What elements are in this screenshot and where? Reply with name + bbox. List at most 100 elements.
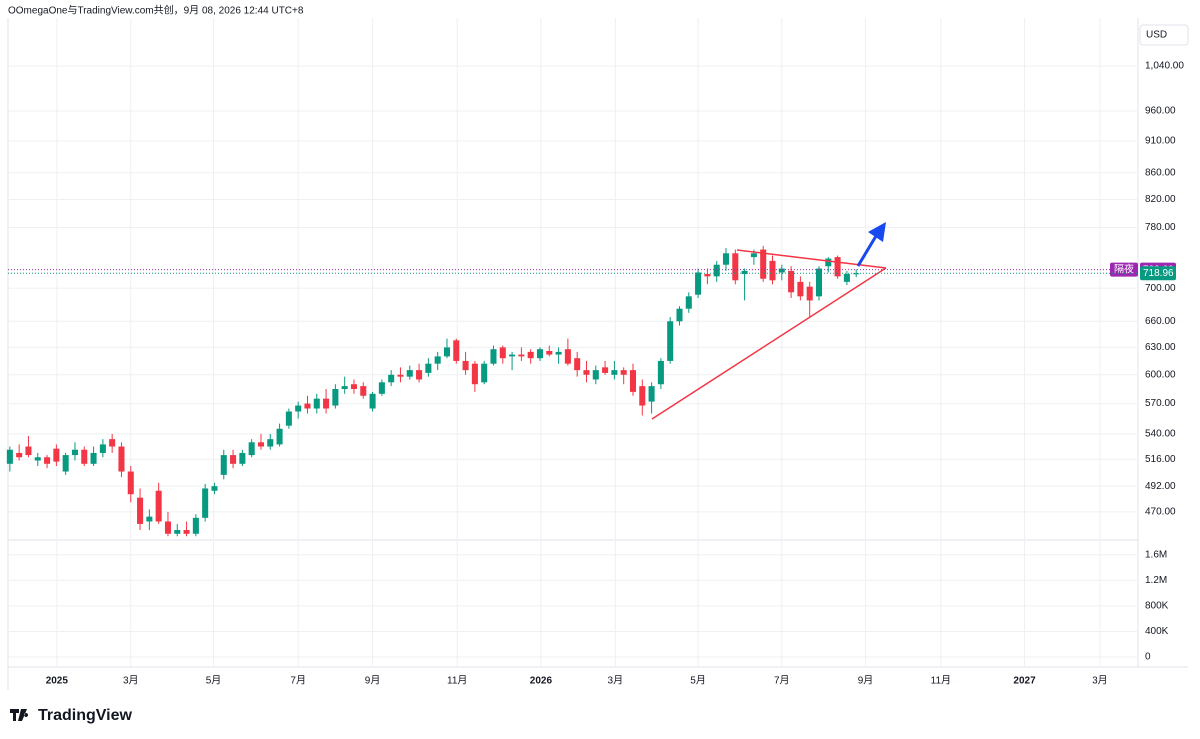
last-price-badge — [1140, 266, 1176, 281]
y-tick-label: 700.00 — [1145, 283, 1176, 294]
y-tick-label: 1,040.00 — [1145, 61, 1184, 72]
candle-body — [406, 370, 413, 377]
candle-body — [90, 452, 97, 464]
logo-text: TradingView — [38, 707, 133, 724]
candle-body — [53, 448, 60, 462]
candle-body — [713, 264, 720, 277]
candle-body — [564, 349, 571, 364]
candle-body — [453, 340, 460, 361]
x-tick-label: 3月 — [608, 675, 624, 687]
candle-body — [25, 446, 32, 456]
header: OOmegaOne与TradingView.com共创，9月 08, 2026 … — [8, 4, 304, 17]
candle-body — [769, 260, 776, 281]
y-tick-label: 516.00 — [1145, 454, 1176, 465]
candle-body — [797, 281, 804, 297]
x-tick-label: 7月 — [774, 675, 790, 687]
y-tick-label: 820.00 — [1145, 194, 1176, 205]
candle-body — [388, 374, 395, 383]
candle-body — [174, 530, 181, 534]
y-tick-label: 780.00 — [1145, 222, 1176, 233]
candle-body — [332, 388, 339, 406]
candle-body — [118, 446, 125, 472]
trend-line — [651, 267, 887, 420]
candle-body — [778, 268, 785, 273]
x-tick-label: 9月 — [365, 675, 381, 687]
x-tick-label: 7月 — [290, 675, 306, 687]
y-tick-label: 630.00 — [1145, 342, 1176, 353]
candle-body — [639, 386, 646, 406]
candle-body — [685, 296, 692, 309]
trend-line — [736, 249, 887, 269]
candle-body — [806, 286, 813, 301]
candle-body — [295, 405, 302, 412]
candle-body — [676, 308, 683, 322]
candle-body — [220, 455, 227, 475]
overnight-label: 隔夜 — [1114, 262, 1134, 275]
candle-body — [44, 457, 51, 464]
y-tick-label: 470.00 — [1145, 506, 1176, 517]
currency-button[interactable] — [1139, 24, 1189, 46]
candle-body — [592, 370, 599, 380]
currency[interactable]: USD — [1146, 30, 1167, 41]
candle-body — [230, 455, 237, 464]
candle-body — [155, 490, 162, 522]
candle-body — [99, 444, 106, 453]
x-tick-label: 2025 — [46, 676, 69, 687]
candle-body — [146, 516, 153, 522]
candle-body — [760, 249, 767, 279]
candle-body — [248, 442, 255, 456]
candle-body — [81, 449, 88, 464]
candle-body — [211, 486, 218, 491]
y-tick-label: 492.00 — [1145, 481, 1176, 492]
candle-body — [602, 367, 609, 373]
candle-body — [192, 517, 199, 534]
logo-icon — [10, 709, 29, 721]
candle-body — [788, 270, 795, 293]
candle-body — [313, 398, 320, 409]
candle-body — [62, 455, 69, 472]
y-tick-label: 570.00 — [1145, 398, 1176, 409]
x-tick-label: 9月 — [858, 675, 874, 687]
last-price-label: 718.96 — [1143, 268, 1174, 279]
candle-body — [257, 442, 264, 447]
x-tick-label: 11月 — [931, 675, 951, 687]
y-tick-label: 910.00 — [1145, 136, 1176, 147]
y-tick-label: 540.00 — [1145, 429, 1176, 440]
candle-body — [695, 272, 702, 295]
candle-body — [276, 428, 283, 445]
candle-body — [164, 521, 171, 534]
arrow-head — [868, 222, 886, 242]
candle-body — [416, 370, 423, 380]
y-tick-label: 960.00 — [1145, 106, 1176, 117]
x-tick-label: 2026 — [530, 676, 553, 687]
candle-body — [527, 351, 534, 359]
volume-tick-label: 400K — [1145, 626, 1169, 637]
candle-body — [341, 386, 348, 389]
y-tick-label: 860.00 — [1145, 167, 1176, 178]
triangle-drawing — [651, 249, 887, 420]
candle-body — [443, 347, 451, 357]
candle-body — [304, 403, 311, 409]
candle-body — [16, 452, 23, 458]
candle-body — [611, 370, 618, 375]
candle-body — [834, 257, 841, 277]
candle-body — [239, 452, 246, 464]
candle-body — [815, 268, 823, 297]
candle-body — [34, 457, 41, 461]
candle-body — [183, 530, 190, 534]
candle-body — [518, 354, 525, 357]
candle-body — [629, 370, 637, 392]
volume-tick-label: 800K — [1145, 601, 1169, 612]
volume-tick-label: 1.6M — [1145, 549, 1167, 560]
candle-body — [722, 253, 730, 265]
candle-body — [267, 439, 274, 447]
arrow-shaft — [856, 235, 878, 267]
y-tick-label: 600.00 — [1145, 369, 1176, 380]
candle-body — [323, 398, 330, 409]
candle-body — [462, 360, 469, 371]
candle-body — [546, 350, 553, 355]
candle-body — [6, 449, 13, 464]
candle-body — [509, 354, 516, 357]
x-tick-label: 2027 — [1013, 676, 1036, 687]
